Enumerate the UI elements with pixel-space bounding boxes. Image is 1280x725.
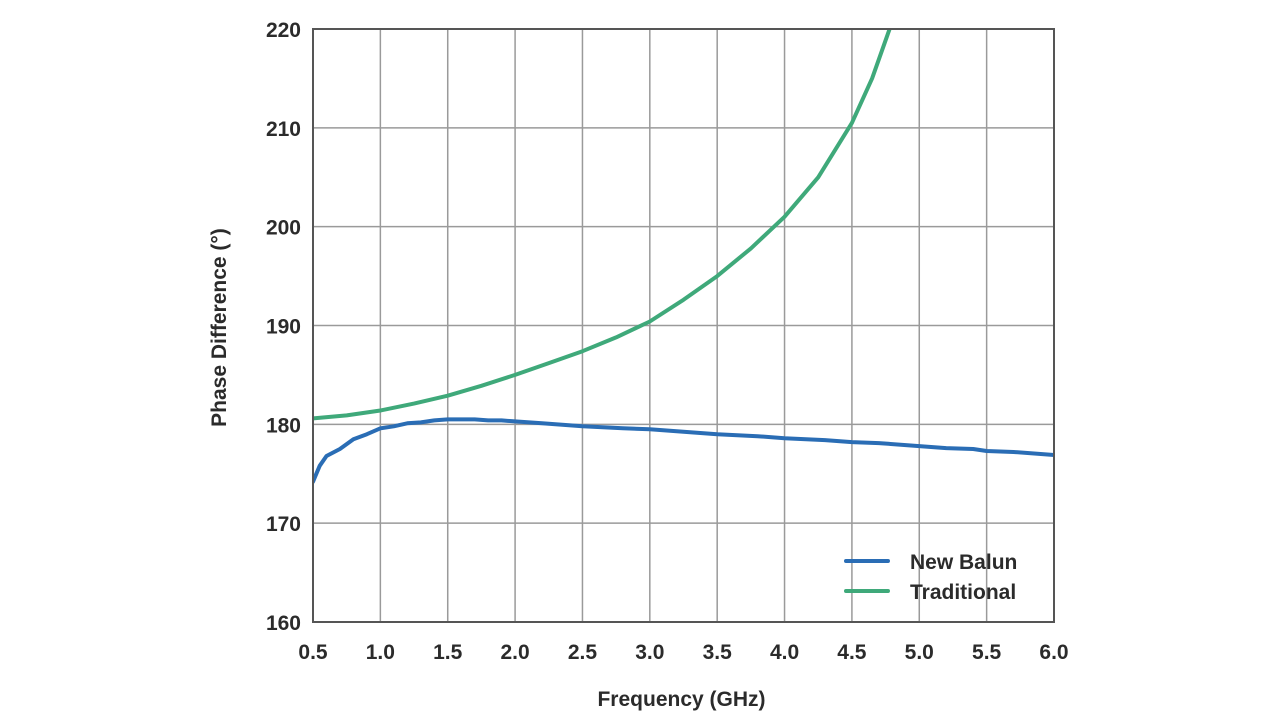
series-line-traditional xyxy=(313,29,892,421)
x-tick-label: 2.0 xyxy=(500,641,529,664)
x-tick-label: 1.5 xyxy=(433,641,463,664)
x-tick-label: 2.5 xyxy=(568,641,598,664)
y-tick-label: 210 xyxy=(266,118,301,141)
x-tick-label: 4.5 xyxy=(837,641,867,664)
legend-label: Traditional xyxy=(910,581,1016,604)
x-tick-label: 0.5 xyxy=(298,641,328,664)
x-tick-label: 6.0 xyxy=(1039,641,1068,664)
y-tick-label: 190 xyxy=(266,316,301,339)
x-tick-label: 3.5 xyxy=(703,641,733,664)
y-tick-label: 160 xyxy=(266,612,301,635)
legend-label: New Balun xyxy=(910,551,1017,574)
x-tick-label: 3.0 xyxy=(635,641,664,664)
plot-frame xyxy=(312,28,1055,623)
y-tick-label: 220 xyxy=(266,19,301,42)
y-axis-title: Phase Difference (°) xyxy=(208,228,231,427)
x-tick-label: 5.5 xyxy=(972,641,1002,664)
series-line-new-balun xyxy=(313,417,1054,484)
x-axis-title: Frequency (GHz) xyxy=(597,688,765,711)
y-tick-label: 170 xyxy=(266,513,301,536)
grid-layer xyxy=(312,28,1055,623)
tick-layer: 0.5 1.0 1.5 2.0 2.5 3.0 3.5 4.0 4.5 5.0 5.5 6.0 160 1… xyxy=(266,19,1069,664)
series-layer xyxy=(313,29,1054,484)
y-tick-label: 200 xyxy=(266,217,301,240)
x-tick-label: 5.0 xyxy=(905,641,934,664)
legend-item-traditional: Traditional xyxy=(844,581,1016,604)
legend-item-new-balun: New Balun xyxy=(844,551,1017,574)
x-tick-label: 1.0 xyxy=(366,641,395,664)
legend: New Balun Traditional xyxy=(844,551,1017,604)
y-tick-label: 180 xyxy=(266,414,301,437)
x-tick-label: 4.0 xyxy=(770,641,799,664)
